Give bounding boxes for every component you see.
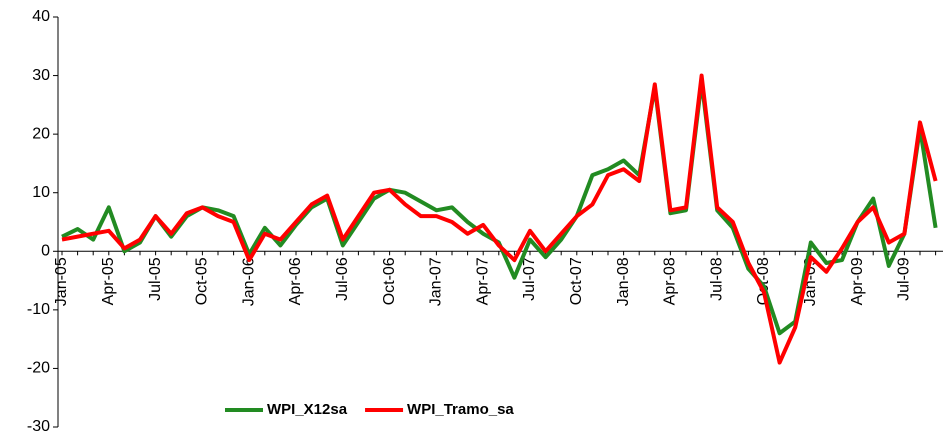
x-tick-label: Jul-09 bbox=[896, 257, 913, 301]
legend-label: WPI_Tramo_sa bbox=[407, 401, 514, 418]
x-tick-label: Jan-08 bbox=[615, 257, 632, 306]
y-tick-label: 0 bbox=[41, 243, 50, 260]
x-tick-label: Apr-09 bbox=[849, 257, 866, 305]
x-tick-label: Apr-07 bbox=[474, 257, 491, 305]
y-tick-label: -10 bbox=[27, 301, 50, 318]
y-tick-label: 30 bbox=[32, 67, 50, 84]
y-tick-label: 10 bbox=[32, 184, 50, 201]
x-tick-label: Jul-08 bbox=[708, 257, 725, 301]
line-series bbox=[61, 73, 938, 365]
x-tick-label: Jul-05 bbox=[147, 257, 164, 301]
x-tick-label: Jan-07 bbox=[428, 257, 445, 306]
x-tick-label: Apr-08 bbox=[662, 257, 679, 305]
y-tick-label: 20 bbox=[32, 125, 50, 142]
x-tick-label: Jul-07 bbox=[521, 257, 538, 301]
y-tick-label: 40 bbox=[32, 8, 50, 25]
y-tick-label: -20 bbox=[27, 360, 50, 377]
x-tick-label: Apr-05 bbox=[100, 257, 117, 305]
y-tick-label: -30 bbox=[27, 418, 50, 433]
legend-label: WPI_X12sa bbox=[267, 401, 348, 418]
x-tick-label: Oct-05 bbox=[194, 257, 211, 305]
x-tick-label: Apr-06 bbox=[287, 257, 304, 305]
x-tick-label: Jan-06 bbox=[240, 257, 257, 306]
x-tick-label: Oct-06 bbox=[381, 257, 398, 305]
x-tick-label: Jul-06 bbox=[334, 257, 351, 301]
x-tick-label: Oct-07 bbox=[568, 257, 585, 305]
x-tick-label: Jan-05 bbox=[53, 257, 70, 306]
